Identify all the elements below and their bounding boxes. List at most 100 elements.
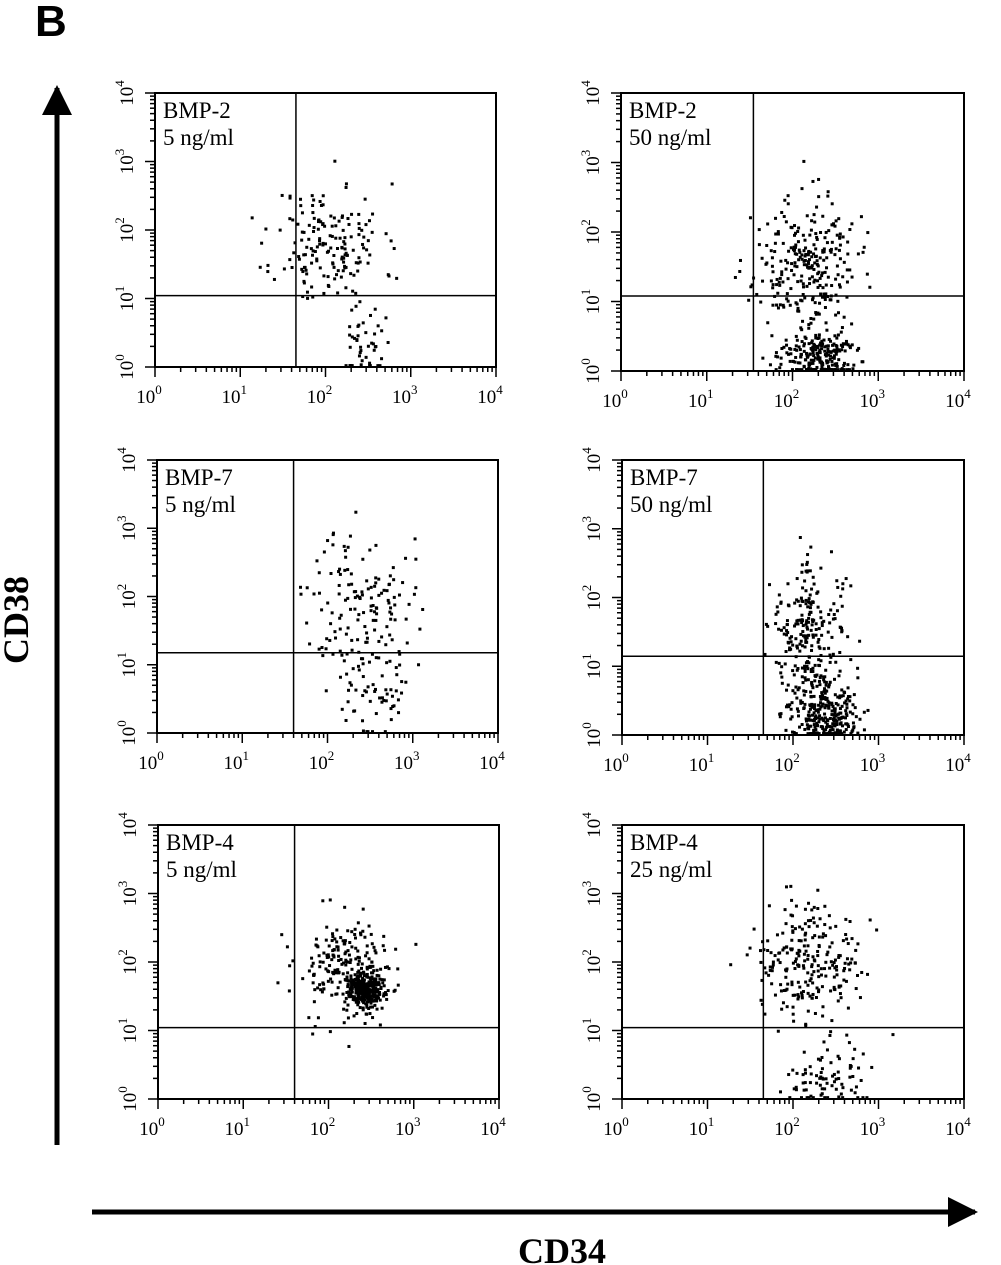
data-point bbox=[312, 216, 316, 220]
data-point bbox=[830, 240, 834, 244]
data-point bbox=[770, 264, 774, 268]
data-point bbox=[796, 709, 800, 713]
data-point bbox=[750, 283, 754, 287]
data-point bbox=[834, 1087, 838, 1091]
data-point bbox=[373, 687, 377, 691]
x-tick-label: 104 bbox=[945, 750, 971, 776]
data-point bbox=[776, 291, 780, 295]
data-point bbox=[803, 702, 807, 706]
data-point bbox=[833, 253, 837, 257]
data-point bbox=[322, 982, 326, 986]
data-point bbox=[345, 253, 349, 257]
data-point bbox=[388, 610, 392, 614]
x-tick-label: 100 bbox=[138, 748, 164, 774]
data-point bbox=[360, 966, 364, 970]
data-point bbox=[799, 939, 803, 943]
data-point bbox=[808, 233, 812, 237]
data-point bbox=[371, 342, 375, 346]
data-point bbox=[394, 947, 398, 951]
data-point bbox=[821, 935, 825, 939]
data-point bbox=[814, 255, 818, 259]
data-point bbox=[372, 983, 376, 987]
data-point bbox=[361, 694, 365, 698]
data-point bbox=[397, 650, 401, 654]
data-point bbox=[357, 668, 361, 672]
data-point bbox=[840, 326, 844, 330]
data-point bbox=[311, 961, 315, 965]
data-point bbox=[396, 983, 400, 987]
data-point bbox=[328, 1030, 332, 1034]
data-point bbox=[310, 194, 314, 198]
data-point bbox=[365, 1003, 369, 1007]
data-point bbox=[318, 965, 322, 969]
data-point bbox=[818, 683, 822, 687]
data-point bbox=[303, 253, 307, 257]
data-point bbox=[773, 294, 777, 298]
y-tick-label: 101 bbox=[114, 652, 140, 678]
data-point bbox=[811, 992, 815, 996]
data-point bbox=[795, 368, 799, 372]
data-point bbox=[282, 267, 286, 271]
data-point bbox=[338, 616, 342, 620]
data-point bbox=[297, 257, 301, 261]
data-point bbox=[830, 284, 834, 288]
data-point bbox=[805, 562, 809, 566]
data-point bbox=[794, 622, 798, 626]
data-point bbox=[828, 725, 832, 729]
data-point bbox=[819, 368, 823, 372]
data-point bbox=[783, 908, 787, 912]
data-point bbox=[851, 1074, 855, 1078]
data-point bbox=[780, 273, 784, 277]
data-point bbox=[788, 359, 792, 363]
data-point bbox=[386, 989, 390, 993]
data-point bbox=[369, 609, 373, 613]
data-point bbox=[819, 973, 823, 977]
data-point bbox=[314, 943, 318, 947]
data-point bbox=[891, 1033, 895, 1037]
data-point bbox=[361, 242, 365, 246]
data-point bbox=[369, 979, 373, 983]
data-point bbox=[809, 367, 813, 371]
data-point bbox=[850, 730, 854, 734]
data-point bbox=[833, 711, 837, 715]
y-tick-label: 100 bbox=[114, 720, 140, 746]
data-point bbox=[363, 197, 367, 201]
data-point bbox=[836, 273, 840, 277]
data-point bbox=[816, 605, 820, 609]
data-point bbox=[358, 1006, 362, 1010]
data-point bbox=[802, 944, 806, 948]
data-point bbox=[824, 354, 828, 358]
data-point bbox=[361, 985, 365, 989]
data-point bbox=[752, 927, 756, 931]
data-point bbox=[791, 1005, 795, 1009]
data-point bbox=[805, 636, 809, 640]
data-point bbox=[792, 245, 796, 249]
data-point bbox=[361, 675, 365, 679]
data-point bbox=[806, 957, 810, 961]
data-point bbox=[769, 279, 773, 283]
data-point bbox=[807, 725, 811, 729]
condition-label: BMP-4 bbox=[166, 830, 234, 855]
data-point bbox=[353, 936, 357, 940]
data-point bbox=[839, 625, 843, 629]
data-point bbox=[861, 1052, 865, 1056]
data-point bbox=[846, 1006, 850, 1010]
x-tick-label: 103 bbox=[860, 1114, 886, 1140]
data-point bbox=[823, 1096, 827, 1100]
data-point bbox=[827, 353, 831, 357]
data-point bbox=[835, 364, 839, 368]
data-point bbox=[307, 237, 311, 241]
data-point bbox=[852, 363, 856, 367]
data-point bbox=[817, 988, 821, 992]
data-point bbox=[848, 968, 852, 972]
data-point bbox=[829, 339, 833, 343]
data-point bbox=[834, 924, 838, 928]
data-point bbox=[776, 1029, 780, 1033]
data-point bbox=[786, 582, 790, 586]
data-point bbox=[404, 617, 408, 621]
data-point bbox=[823, 298, 827, 302]
data-point bbox=[768, 968, 772, 972]
data-point bbox=[773, 993, 777, 997]
data-point bbox=[365, 579, 369, 583]
data-point bbox=[803, 933, 807, 937]
